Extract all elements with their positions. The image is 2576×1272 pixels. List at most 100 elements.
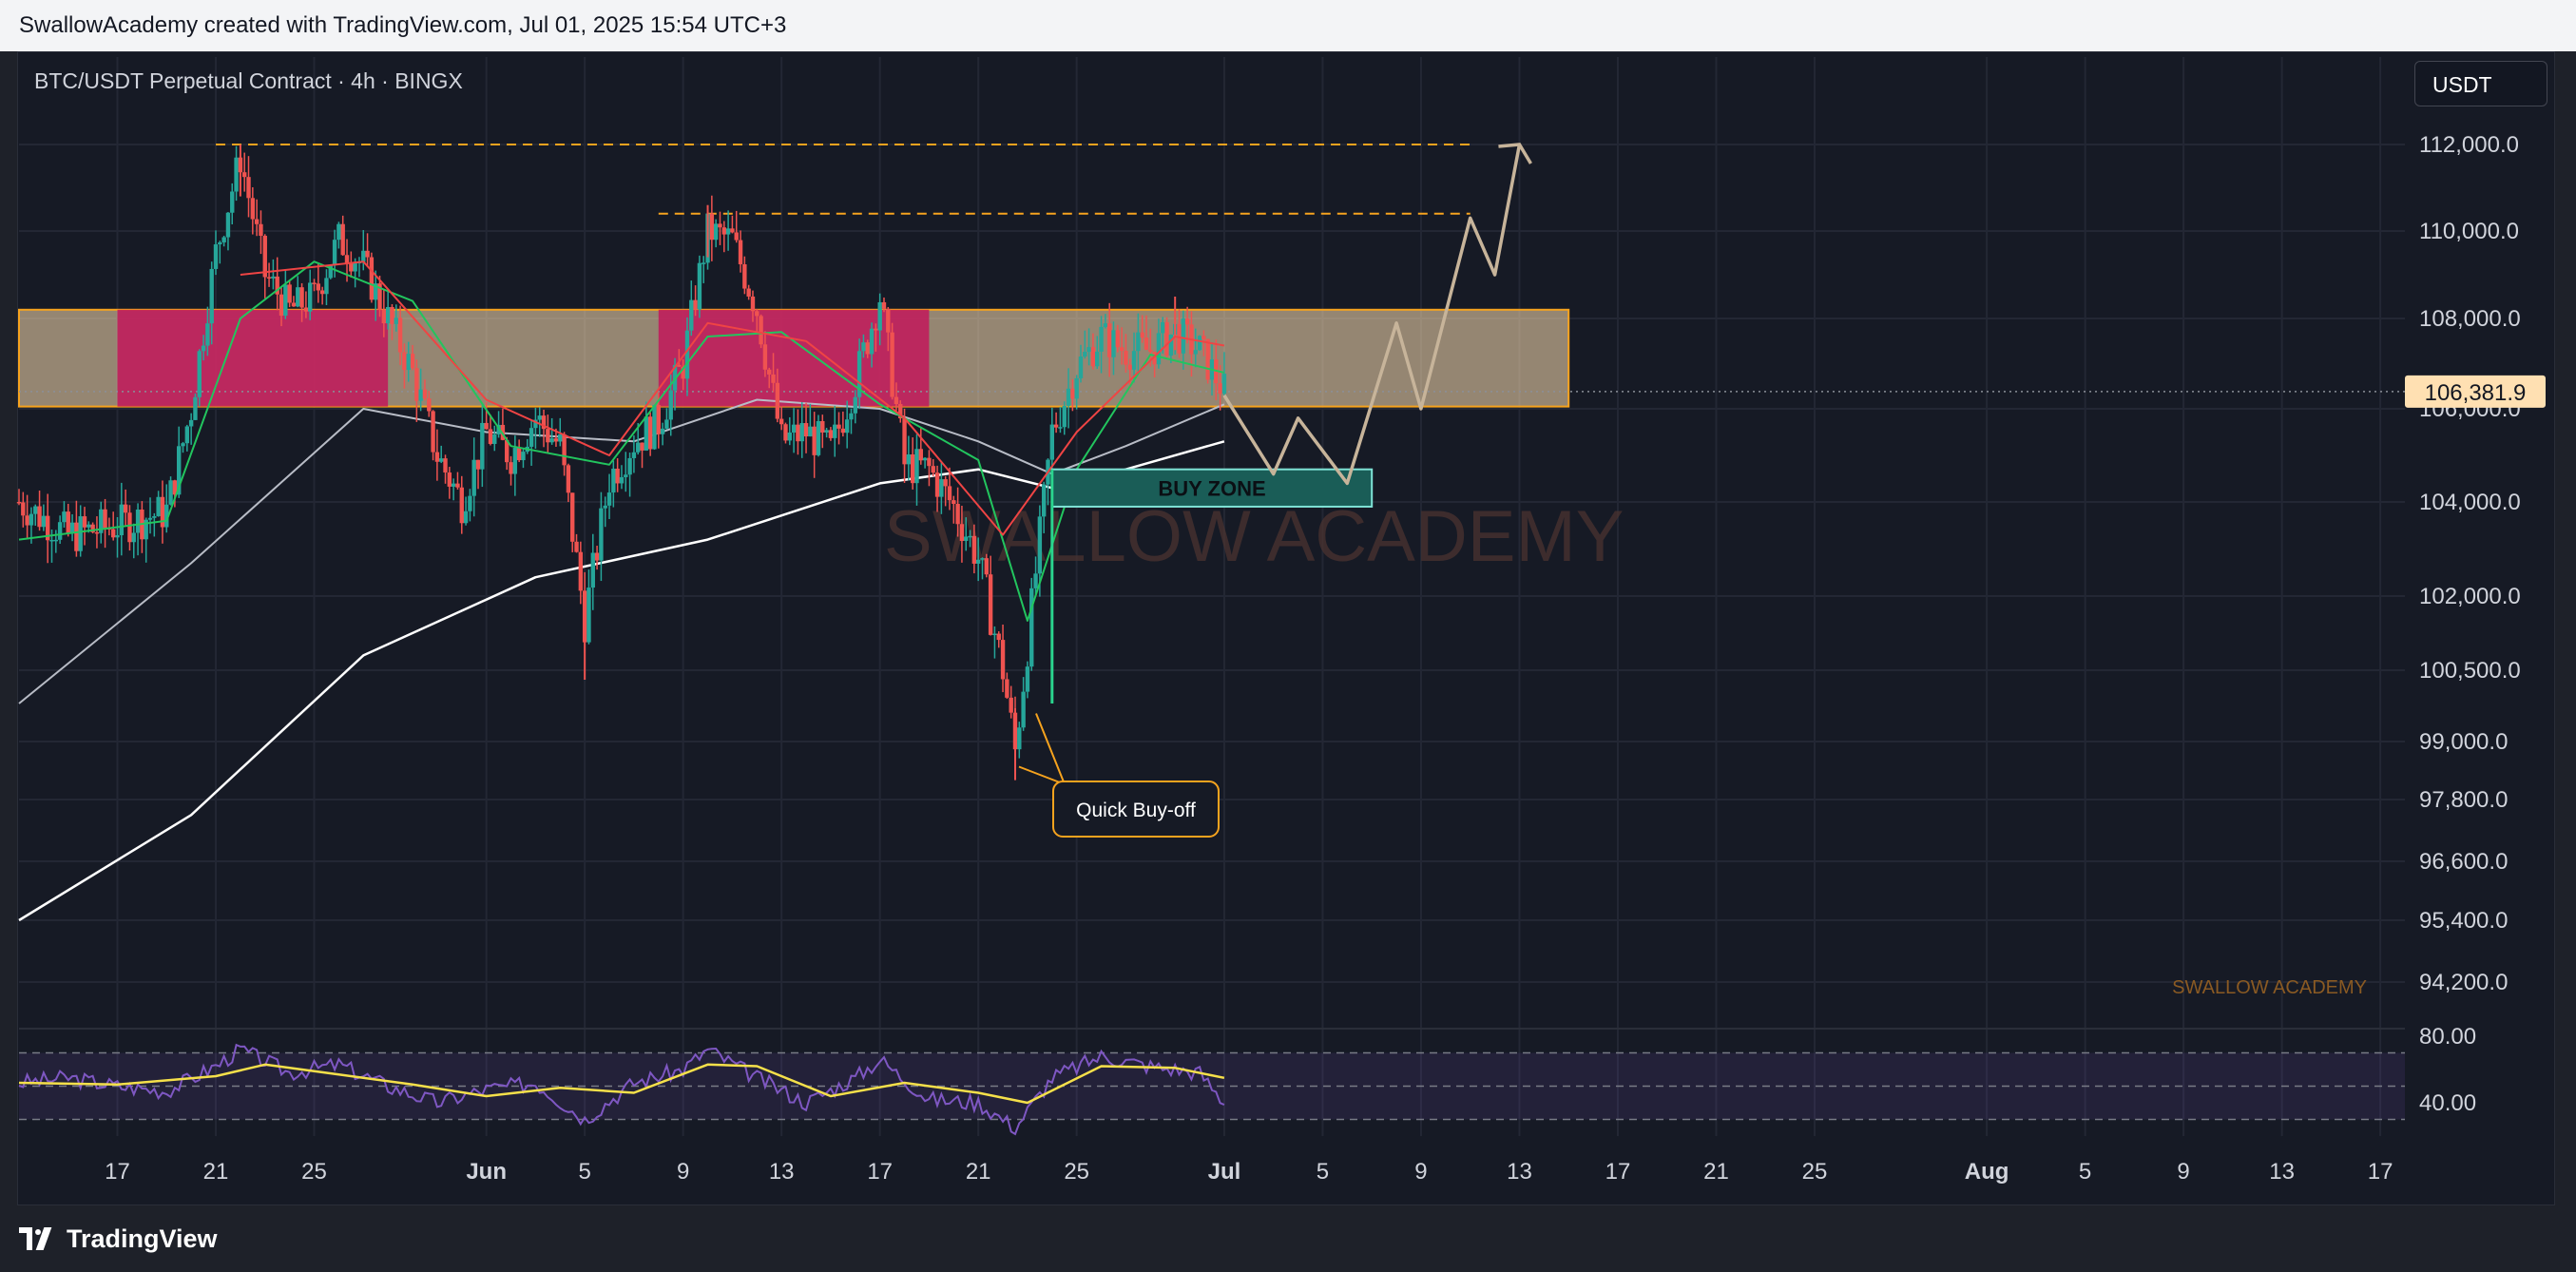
- y-tick-label: 112,000.0: [2419, 132, 2519, 158]
- candle-body: [914, 449, 919, 484]
- candle-body: [791, 424, 797, 433]
- candle-body: [218, 241, 222, 245]
- candle-body: [922, 457, 928, 461]
- candle-body: [562, 434, 567, 466]
- x-tick-label: 21: [1703, 1159, 1729, 1185]
- x-tick-label: Jul: [1208, 1159, 1241, 1185]
- tradingview-logo-text: TradingView: [67, 1224, 218, 1253]
- candle-body: [664, 419, 669, 429]
- candle-body: [127, 512, 132, 543]
- candle-body: [1161, 321, 1165, 334]
- symbol-legend[interactable]: BTC/USDT Perpetual Contract · 4h · BINGX: [34, 68, 463, 93]
- candle-body: [262, 236, 267, 278]
- candle-body: [771, 374, 776, 383]
- x-tick-label: 13: [769, 1159, 795, 1185]
- candle-body: [541, 415, 547, 430]
- candle-body: [254, 219, 260, 224]
- candle-body: [1090, 347, 1096, 367]
- candle-body: [730, 228, 735, 233]
- candle-body: [381, 309, 387, 324]
- x-tick-label: 5: [578, 1159, 590, 1185]
- x-tick-label: 17: [1605, 1159, 1631, 1185]
- ma-100-line: [18, 398, 1225, 704]
- candle-body: [475, 459, 481, 470]
- candle-body: [1025, 666, 1030, 692]
- candle-body: [721, 227, 726, 235]
- candle-body: [1062, 405, 1067, 428]
- candle-body: [480, 422, 485, 470]
- candle-body: [296, 287, 300, 307]
- candle-body: [37, 506, 42, 528]
- ma-green-line: [18, 260, 1225, 622]
- candle-body: [546, 429, 550, 443]
- signature-text: SWALLOW ACADEMY: [2172, 977, 2367, 998]
- candle-body: [275, 276, 279, 295]
- candle-body: [246, 177, 251, 199]
- candle-body: [759, 316, 763, 345]
- candle-body: [906, 453, 912, 465]
- candle-body: [833, 424, 837, 438]
- candle-body: [1005, 679, 1009, 698]
- candle-body: [1017, 727, 1022, 750]
- candle-body: [689, 299, 694, 331]
- candle-body: [221, 237, 226, 242]
- candle-body: [746, 288, 751, 297]
- candle-body: [767, 369, 772, 375]
- candle-body: [266, 277, 272, 279]
- y-tick-label: 95,400.0: [2419, 908, 2508, 934]
- candle-body: [205, 323, 210, 346]
- candle-body: [980, 558, 985, 560]
- candle-body: [443, 458, 448, 472]
- rsi-tick-label: 80.00: [2419, 1024, 2476, 1050]
- candle-body: [644, 416, 649, 451]
- candle-body: [402, 352, 407, 371]
- candle-body: [1205, 338, 1210, 380]
- candle-body: [197, 351, 202, 397]
- candle-body: [1181, 318, 1186, 354]
- candle-body: [599, 508, 604, 561]
- candle-body: [512, 448, 518, 474]
- candle-body: [808, 426, 813, 437]
- tradingview-logo[interactable]: TradingView: [19, 1222, 218, 1256]
- x-tick-label: 25: [301, 1159, 327, 1185]
- candle-body: [1156, 333, 1162, 365]
- candle-body: [996, 633, 1001, 641]
- candle-body: [762, 344, 768, 370]
- candle-body: [1070, 388, 1075, 399]
- x-tick-label: 17: [2368, 1159, 2393, 1185]
- candle-body: [468, 495, 472, 511]
- candle-body: [975, 559, 981, 564]
- candle-body: [451, 483, 456, 487]
- x-tick-label: 13: [1507, 1159, 1532, 1185]
- candle-body: [886, 308, 891, 333]
- candle-body: [881, 301, 887, 309]
- candle-body: [336, 223, 341, 241]
- candle-body: [1037, 516, 1043, 574]
- rsi-signal-line: [18, 1063, 1225, 1105]
- x-tick-label: 5: [1317, 1159, 1329, 1185]
- candle-body: [828, 430, 834, 438]
- candle-body: [939, 479, 944, 497]
- y-tick-label: 100,500.0: [2419, 658, 2521, 684]
- candle-body: [78, 516, 83, 551]
- candle-body: [755, 311, 759, 317]
- candle-body: [615, 468, 620, 484]
- ma-red-line: [240, 260, 1225, 536]
- candle-body: [193, 396, 198, 420]
- currency-button[interactable]: USDT: [2414, 61, 2547, 106]
- y-tick-label: 110,000.0: [2419, 219, 2519, 244]
- candle-body: [968, 535, 972, 538]
- x-tick-label: Aug: [1965, 1159, 2009, 1185]
- candle-body: [853, 396, 857, 414]
- candle-body: [1127, 364, 1132, 370]
- candle-body: [377, 283, 382, 310]
- candle-body: [57, 522, 63, 540]
- candle-body: [471, 459, 476, 496]
- candle-body: [16, 502, 22, 504]
- candle-body: [877, 301, 882, 331]
- candle-body: [1083, 352, 1087, 357]
- candle-body: [849, 413, 854, 420]
- candle-body: [952, 500, 956, 504]
- candle-body: [463, 511, 469, 524]
